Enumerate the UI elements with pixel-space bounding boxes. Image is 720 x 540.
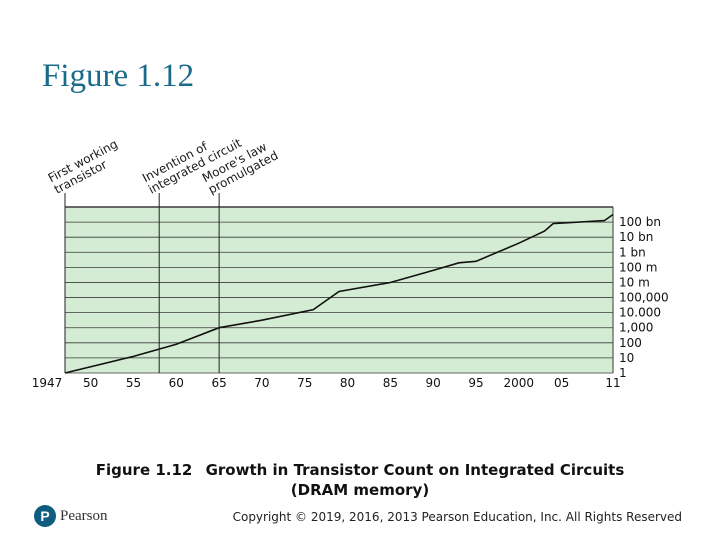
x-tick-label: 85 xyxy=(383,376,398,390)
caption-figure-number: Figure 1.12 xyxy=(95,461,193,479)
x-tick-label: 55 xyxy=(126,376,141,390)
y-tick-label: 1 bn xyxy=(619,245,646,259)
slide-title: Figure 1.12 xyxy=(42,58,195,94)
y-tick-label: 100 bn xyxy=(619,215,661,229)
grid-lines xyxy=(64,206,614,374)
y-tick-label: 1,000 xyxy=(619,321,653,335)
y-tick-label: 10 bn xyxy=(619,230,653,244)
transistor-count-line xyxy=(64,213,614,374)
plot-area xyxy=(65,207,613,373)
pearson-logo: P Pearson xyxy=(34,505,108,527)
x-axis-ticks: 1947 50 55 60 65 70 75 80 85 90 95 2000 05 11 xyxy=(32,376,621,390)
x-tick-label: 11 xyxy=(605,376,620,390)
y-tick-label: 100 m xyxy=(619,260,657,274)
x-tick-label: 05 xyxy=(554,376,569,390)
pearson-logo-icon: P xyxy=(34,505,56,527)
x-tick-label: 2000 xyxy=(504,376,535,390)
y-tick-label: 10 m xyxy=(619,275,650,289)
x-tick-label: 95 xyxy=(468,376,483,390)
y-tick-label: 1 xyxy=(619,366,627,380)
y-tick-label: 10.000 xyxy=(619,306,661,320)
y-tick-label: 10 xyxy=(619,351,634,365)
y-tick-label: 100,000 xyxy=(619,291,669,305)
y-tick-label: 100 xyxy=(619,336,642,350)
x-tick-label: 90 xyxy=(426,376,441,390)
pearson-logo-text: Pearson xyxy=(60,507,108,524)
caption-text: Growth in Transistor Count on Integrated… xyxy=(205,461,625,479)
x-tick-label: 70 xyxy=(254,376,269,390)
x-tick-label: 1947 xyxy=(32,376,63,390)
x-tick-label: 60 xyxy=(169,376,184,390)
x-tick-label: 75 xyxy=(297,376,312,390)
x-tick-label: 65 xyxy=(211,376,226,390)
figure-caption: Figure 1.12 Growth in Transistor Count o… xyxy=(0,461,720,479)
copyright-notice: Copyright © 2019, 2016, 2013 Pearson Edu… xyxy=(232,510,682,524)
x-tick-label: 80 xyxy=(340,376,355,390)
figure-caption-subtitle: (DRAM memory) xyxy=(290,481,430,499)
x-tick-label: 50 xyxy=(83,376,98,390)
